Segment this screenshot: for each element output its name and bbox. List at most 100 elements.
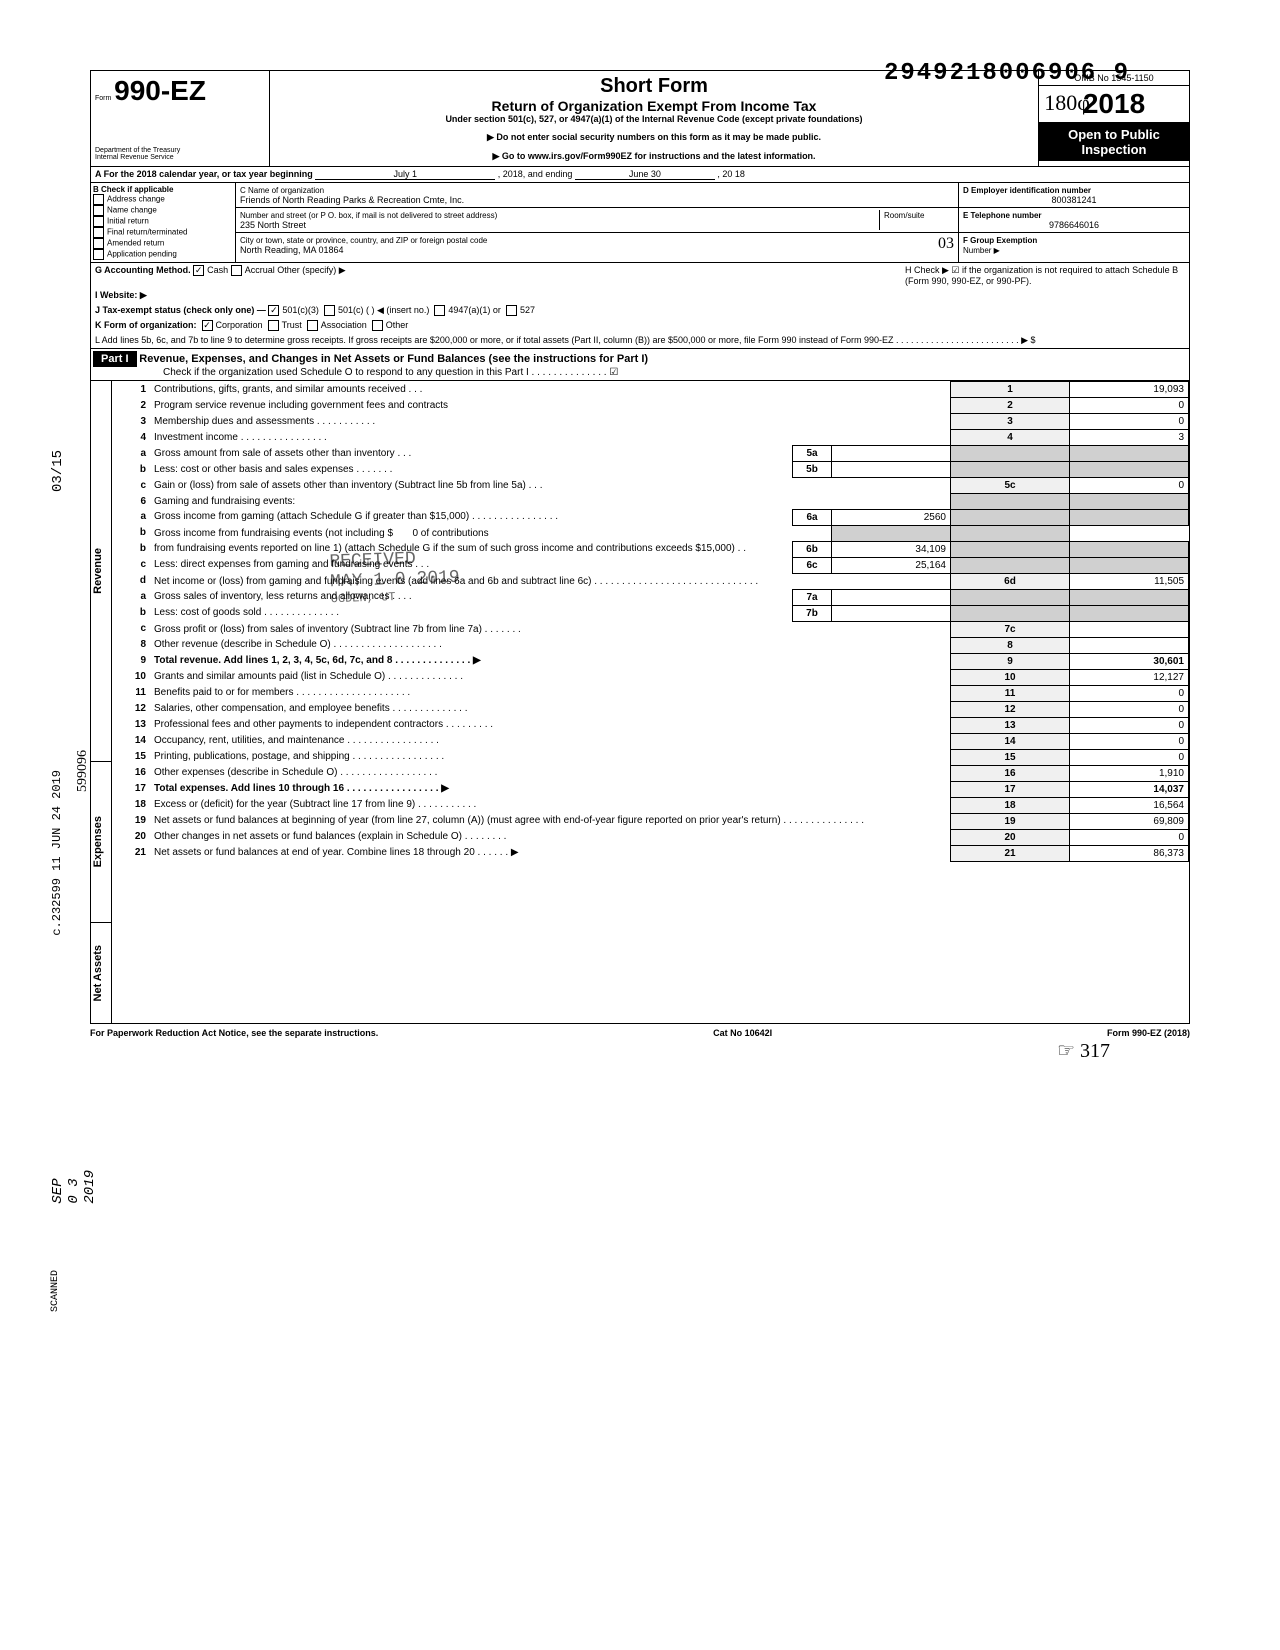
line-20: 20Other changes in net assets or fund ba… — [112, 829, 1189, 845]
row-gh: G Accounting Method. ✓Cash Accrual Other… — [91, 263, 1189, 288]
tel-value[interactable]: 9786646016 — [963, 220, 1185, 230]
part1-grid: Revenue Expenses Net Assets 1Contributio… — [90, 381, 1190, 1024]
4947-label: 4947(a)(1) or — [448, 305, 501, 316]
form-under: Under section 501(c), 527, or 4947(a)(1)… — [290, 114, 1018, 124]
colb-checkbox[interactable] — [93, 194, 104, 205]
line-3: 3Membership dues and assessments . . . .… — [112, 414, 1189, 430]
assoc-checkbox[interactable] — [307, 320, 318, 331]
colb-checkbox[interactable] — [93, 216, 104, 227]
col-c: C Name of organization Friends of North … — [236, 183, 959, 262]
ein-value[interactable]: 800381241 — [963, 195, 1185, 205]
street-address[interactable]: 235 North Street — [240, 220, 306, 230]
tel-label: E Telephone number — [963, 211, 1042, 220]
line-5a: aGross amount from sale of assets other … — [112, 446, 1189, 462]
line-7a: aGross sales of inventory, less returns … — [112, 589, 1189, 605]
side-stamp-scan1: c.232599 11 JUN 24 2019 — [50, 770, 64, 936]
org-name-row: C Name of organization Friends of North … — [236, 183, 958, 208]
line-4: 4Investment income . . . . . . . . . . .… — [112, 430, 1189, 446]
line-17: 17Total expenses. Add lines 10 through 1… — [112, 781, 1189, 797]
row-j: J Tax-exempt status (check only one) — ✓… — [91, 303, 1189, 318]
other-org-checkbox[interactable] — [372, 320, 383, 331]
501c3-checkbox[interactable]: ✓ — [268, 305, 279, 316]
row-a-end-year: , 20 18 — [717, 169, 745, 179]
row-a-label: A For the 2018 calendar year, or tax yea… — [95, 169, 313, 179]
form-prefix: Form — [95, 95, 111, 102]
line-9: 9Total revenue. Add lines 1, 2, 3, 4, 5c… — [112, 653, 1189, 669]
tax-year-end-month[interactable]: June 30 — [575, 169, 715, 180]
501c3-label: 501(c)(3) — [282, 305, 319, 316]
row-a: A For the 2018 calendar year, or tax yea… — [90, 167, 1190, 183]
line-11: 11Benefits paid to or for members . . . … — [112, 685, 1189, 701]
form-note1: ▶ Do not enter social security numbers o… — [290, 132, 1018, 143]
4947-checkbox[interactable] — [434, 305, 445, 316]
line-16: 16Other expenses (describe in Schedule O… — [112, 765, 1189, 781]
trust-checkbox[interactable] — [268, 320, 279, 331]
col-b: B Check if applicable Address changeName… — [91, 183, 236, 262]
expenses-label: Expenses — [92, 816, 110, 867]
accrual-checkbox[interactable] — [231, 265, 242, 276]
501c-checkbox[interactable] — [324, 305, 335, 316]
city-state-zip[interactable]: North Reading, MA 01864 — [240, 245, 344, 255]
line-6b_intro: bGross income from fundraising events (n… — [112, 525, 1189, 541]
527-checkbox[interactable] — [506, 305, 517, 316]
col-b-header: B Check if applicable — [93, 185, 233, 194]
group-label: F Group Exemption — [963, 236, 1037, 245]
line-12: 12Salaries, other compensation, and empl… — [112, 701, 1189, 717]
tax-year-begin[interactable]: July 1 — [315, 169, 495, 180]
line-2: 2Program service revenue including gover… — [112, 398, 1189, 414]
row-k: K Form of organization: ✓Corporation Tru… — [91, 318, 1189, 333]
527-label: 527 — [520, 305, 535, 316]
page-footer: For Paperwork Reduction Act Notice, see … — [90, 1024, 1190, 1038]
footer-left: For Paperwork Reduction Act Notice, see … — [90, 1028, 378, 1038]
line-6b: bfrom fundraising events reported on lin… — [112, 541, 1189, 557]
section-bcd: B Check if applicable Address changeName… — [90, 183, 1190, 263]
ein-label: D Employer identification number — [963, 186, 1091, 195]
initials-text: 317 — [1080, 1040, 1110, 1062]
city-row: City or town, state or province, country… — [236, 233, 958, 257]
group-sub: Number ▶ — [963, 246, 1000, 255]
footer-mid: Cat No 10642I — [713, 1028, 772, 1038]
side-labels-col: Revenue Expenses Net Assets — [91, 381, 112, 1023]
line-19: 19Net assets or fund balances at beginni… — [112, 813, 1189, 829]
line-18: 18Excess or (deficit) for the year (Subt… — [112, 797, 1189, 813]
form-number: 990-EZ — [114, 75, 206, 106]
corp-checkbox[interactable]: ✓ — [202, 320, 213, 331]
row-l: L Add lines 5b, 6c, and 7b to line 9 to … — [91, 333, 1189, 348]
colb-checkbox[interactable] — [93, 227, 104, 238]
colb-checkbox[interactable] — [93, 249, 104, 260]
colb-checkbox[interactable] — [93, 238, 104, 249]
row-g-label: G Accounting Method. — [95, 265, 191, 275]
tel-row: E Telephone number 9786646016 — [959, 208, 1189, 233]
lines-table: 1Contributions, gifts, grants, and simil… — [112, 381, 1189, 862]
initials: ☞ 317 — [90, 1038, 1190, 1063]
group-row: F Group Exemption Number ▶ — [959, 233, 1189, 257]
line-15: 15Printing, publications, postage, and s… — [112, 749, 1189, 765]
other-org-label: Other — [386, 320, 409, 331]
row-i: I Website: ▶ — [91, 288, 1189, 303]
col-d: D Employer identification number 8003812… — [959, 183, 1189, 262]
row-j-label: J Tax-exempt status (check only one) — — [95, 305, 266, 316]
part1-header-row: Part I Revenue, Expenses, and Changes in… — [90, 349, 1190, 381]
line-6a: aGross income from gaming (attach Schedu… — [112, 509, 1189, 525]
org-name[interactable]: Friends of North Reading Parks & Recreat… — [240, 195, 464, 205]
colb-item-label: Name change — [107, 206, 157, 215]
netassets-label: Net Assets — [92, 945, 110, 1001]
part1-check-note: Check if the organization used Schedule … — [93, 367, 618, 378]
colb-checkbox[interactable] — [93, 205, 104, 216]
row-h: H Check ▶ ☑ if the organization is not r… — [905, 265, 1185, 286]
trust-label: Trust — [282, 320, 302, 331]
irs-label: Internal Revenue Service — [95, 154, 265, 161]
cash-checkbox[interactable]: ✓ — [193, 265, 204, 276]
colb-item-label: Initial return — [107, 217, 149, 226]
side-stamp-sep: SEP 0 3 2019 — [50, 1170, 98, 1204]
form-number-box: Form 990-EZ Department of the Treasury I… — [91, 71, 270, 166]
form-note2: ▶ Go to www.irs.gov/Form990EZ for instru… — [290, 151, 1018, 162]
dept-label: Department of the Treasury — [95, 147, 265, 154]
room-label: Room/suite — [884, 211, 924, 220]
addr-row: Number and street (or P O. box, if mail … — [236, 208, 958, 233]
line-6c: cLess: direct expenses from gaming and f… — [112, 557, 1189, 573]
form-page: 2949218006906 9 180φ 03/15 c.232599 11 J… — [90, 70, 1190, 1063]
line-21: 21Net assets or fund balances at end of … — [112, 845, 1189, 861]
line-5b: bLess: cost or other basis and sales exp… — [112, 462, 1189, 478]
colb-item-label: Amended return — [107, 239, 164, 248]
